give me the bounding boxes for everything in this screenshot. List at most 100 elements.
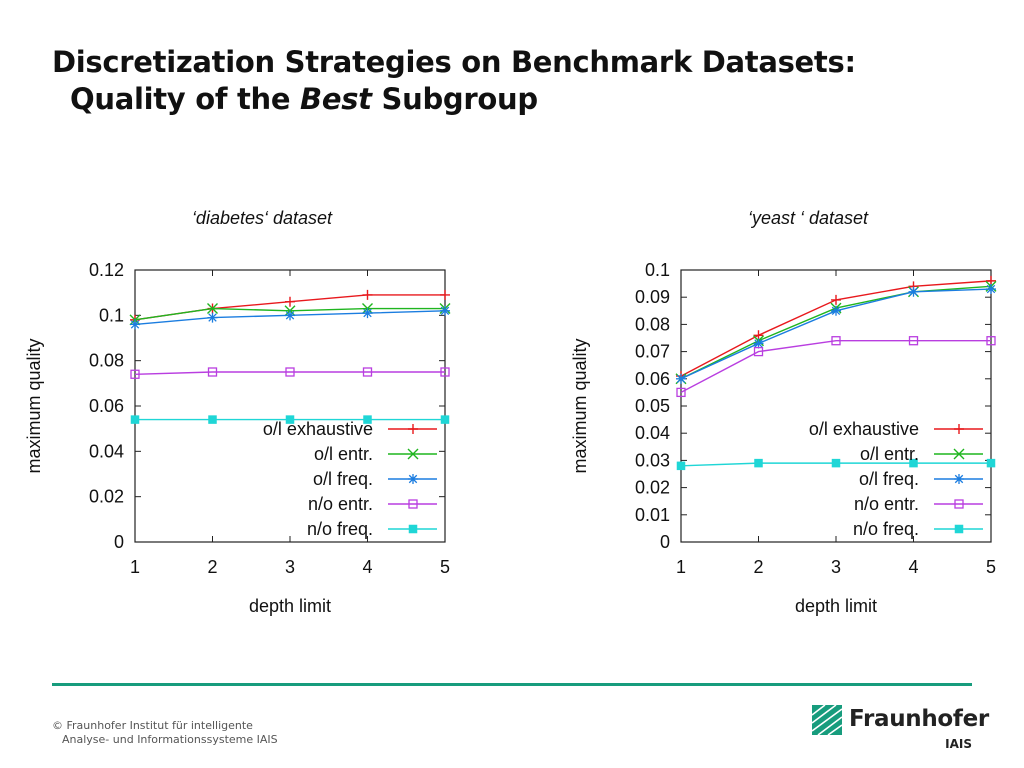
data-point bbox=[130, 319, 140, 330]
legend-label: o/l freq. bbox=[859, 469, 919, 489]
data-point bbox=[831, 336, 841, 346]
y-axis: 0 0.02 0.04 0.06 0.08 0.1 0.12 bbox=[89, 260, 445, 552]
x-axis-label: depth limit bbox=[795, 596, 877, 616]
fraunhofer-logo: Fraunhofer IAIS bbox=[812, 704, 989, 754]
legend: o/l exhaustive o/l entr. o/l freq. n/o entr… bbox=[809, 419, 983, 539]
y-tick-label: 0.1 bbox=[99, 305, 124, 325]
footer-line-1: © Fraunhofer Institut für intelligente bbox=[52, 719, 253, 732]
legend-label: n/o freq. bbox=[853, 519, 919, 539]
data-point bbox=[363, 415, 372, 424]
data-point bbox=[831, 458, 841, 468]
data-point bbox=[207, 367, 218, 377]
x-tick-label: 2 bbox=[207, 557, 217, 577]
legend-label: n/o entr. bbox=[854, 494, 919, 514]
data-point bbox=[676, 461, 686, 471]
x-tick-label: 4 bbox=[362, 557, 372, 577]
x-axis: 1 2 3 4 5 bbox=[130, 270, 450, 577]
y-axis-label: maximum quality bbox=[570, 338, 590, 473]
chart-title: ‘diabetes‘ dataset bbox=[191, 208, 333, 228]
data-point bbox=[285, 367, 295, 377]
series-line bbox=[680, 340, 991, 394]
x-tick-label: 1 bbox=[676, 557, 686, 577]
legend-label: o/l entr. bbox=[860, 444, 919, 464]
data-point bbox=[440, 415, 450, 424]
legend-label: n/o freq. bbox=[307, 519, 373, 539]
data-point bbox=[908, 336, 919, 346]
legend-marker bbox=[954, 524, 964, 534]
data-point bbox=[362, 289, 373, 300]
data-point bbox=[909, 458, 918, 468]
legend-marker bbox=[407, 448, 419, 460]
data-point bbox=[130, 415, 140, 424]
y-axis-label: maximum quality bbox=[24, 338, 44, 473]
legend-label: o/l freq. bbox=[313, 469, 373, 489]
title-line-1: Discretization Strategies on Benchmark D… bbox=[52, 45, 856, 79]
data-point bbox=[207, 303, 218, 315]
legend-marker bbox=[954, 424, 964, 434]
y-tick-label: 0.03 bbox=[635, 450, 670, 470]
data-point bbox=[831, 294, 841, 305]
title-line-2-pre: Quality of the bbox=[70, 82, 301, 116]
chart-yeast: ‘yeast ‘ dataset 0 0.01 0.02 0.03 0.04 0.05 0.… bbox=[568, 205, 1024, 625]
legend-label: o/l entr. bbox=[314, 444, 373, 464]
data-point bbox=[754, 458, 763, 468]
y-tick-label: 0.04 bbox=[89, 441, 124, 461]
data-point bbox=[285, 296, 295, 307]
chart-diabetes: ‘diabetes‘ dataset 0 0.02 0.04 0.06 0.08 0.1 0… bbox=[22, 205, 502, 625]
x-axis-label: depth limit bbox=[249, 596, 331, 616]
x-tick-label: 2 bbox=[753, 557, 763, 577]
y-tick-label: 0.01 bbox=[635, 505, 670, 525]
data-point bbox=[440, 367, 450, 377]
data-point bbox=[908, 286, 919, 297]
data-point bbox=[362, 308, 373, 319]
y-tick-label: 0.08 bbox=[635, 314, 670, 334]
footer-copyright: © Fraunhofer Institut für intelligente A… bbox=[52, 719, 278, 747]
x-tick-label: 3 bbox=[285, 557, 295, 577]
legend-marker bbox=[408, 499, 418, 509]
y-tick-label: 0.12 bbox=[89, 260, 124, 280]
y-tick-label: 0.06 bbox=[89, 396, 124, 416]
y-tick-label: 0.02 bbox=[89, 487, 124, 507]
data-point bbox=[676, 387, 686, 398]
data-point bbox=[986, 336, 996, 346]
data-point bbox=[285, 415, 295, 424]
y-axis: 0 0.01 0.02 0.03 0.04 0.05 0.06 0.07 0.08 0.09 0.1 bbox=[635, 260, 991, 552]
legend-marker bbox=[408, 424, 418, 434]
legend: o/l exhaustive o/l entr. o/l freq. n/o entr… bbox=[263, 419, 437, 539]
x-tick-label: 4 bbox=[908, 557, 918, 577]
x-tick-label: 1 bbox=[130, 557, 140, 577]
series-group bbox=[129, 289, 451, 424]
footer-line-2: Analyse- und Informationssysteme IAIS bbox=[62, 733, 278, 746]
chart-svg-yeast: 0 0.01 0.02 0.03 0.04 0.05 0.06 0.07 0.08 0.09 0.1… bbox=[570, 260, 997, 616]
y-tick-label: 0.02 bbox=[635, 478, 670, 498]
x-tick-label: 5 bbox=[440, 557, 450, 577]
data-point bbox=[207, 312, 218, 323]
chart-title: ‘yeast ‘ dataset bbox=[747, 208, 869, 228]
data-point bbox=[831, 305, 841, 316]
title-line-2-emphasis: Best bbox=[300, 82, 372, 116]
footer-divider bbox=[52, 683, 972, 686]
chart-svg-diabetes: 0 0.02 0.04 0.06 0.08 0.1 0.12 1 2 3 4 5 depth limit… bbox=[24, 260, 451, 616]
series-line bbox=[134, 371, 445, 375]
y-tick-label: 0 bbox=[114, 532, 124, 552]
data-point bbox=[753, 346, 764, 357]
data-point bbox=[676, 373, 686, 384]
x-axis: 1 2 3 4 5 bbox=[676, 270, 996, 577]
series-group bbox=[675, 275, 997, 471]
y-tick-label: 0.08 bbox=[89, 351, 124, 371]
data-point bbox=[440, 305, 450, 316]
data-point bbox=[362, 367, 373, 377]
legend-label: o/l exhaustive bbox=[809, 419, 919, 439]
slide-title: Discretization Strategies on Benchmark D… bbox=[52, 44, 856, 118]
legend-marker bbox=[408, 474, 418, 484]
y-tick-label: 0.09 bbox=[635, 287, 670, 307]
fraunhofer-mark-icon bbox=[812, 705, 842, 735]
y-tick-label: 0.1 bbox=[645, 260, 670, 280]
data-point bbox=[753, 338, 764, 349]
logo-unit: IAIS bbox=[945, 737, 972, 751]
y-tick-label: 0.05 bbox=[635, 396, 670, 416]
legend-marker bbox=[954, 499, 964, 509]
legend-marker bbox=[408, 524, 418, 534]
data-point bbox=[208, 415, 217, 424]
logo-wordmark: Fraunhofer bbox=[849, 706, 989, 732]
